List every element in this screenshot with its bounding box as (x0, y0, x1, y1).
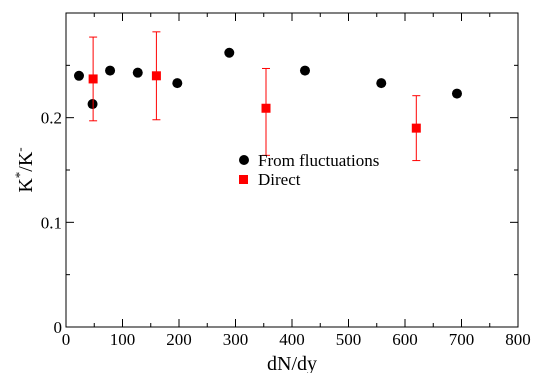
data-point-from-fluctuations (299, 65, 310, 76)
y-tick-label: 0.2 (41, 109, 62, 128)
y-tick-label: 0.1 (41, 213, 62, 232)
data-point-from-fluctuations (172, 78, 183, 89)
x-tick-label: 0 (62, 330, 71, 349)
x-tick-label: 100 (110, 330, 136, 349)
data-point-from-fluctuations (451, 88, 462, 99)
x-axis-title: dN/dy (267, 353, 317, 373)
y-tick-label: 0 (54, 318, 63, 337)
x-tick-label: 700 (449, 330, 475, 349)
data-point-from-fluctuations (132, 67, 143, 78)
data-point-direct (88, 74, 98, 84)
data-point-direct (261, 103, 271, 113)
legend-label-from-fluctuations: From fluctuations (258, 151, 379, 170)
data-point-from-fluctuations (105, 65, 116, 76)
x-tick-label: 800 (505, 330, 531, 349)
x-tick-label: 200 (166, 330, 192, 349)
data-point-from-fluctuations (376, 78, 387, 89)
legend: From fluctuations Direct (239, 151, 379, 189)
x-tick-label: 300 (223, 330, 249, 349)
data-point-from-fluctuations (224, 47, 235, 58)
data-point-direct (411, 123, 421, 133)
ticks-layer: 0 100 200 300 400 500 600 700 800 0 0.1 0.2 (41, 13, 531, 349)
y-axis-title: K*/K- (12, 147, 37, 192)
data-point-direct (151, 71, 161, 81)
x-tick-label: 500 (336, 330, 362, 349)
x-tick-label: 600 (392, 330, 418, 349)
data-point-from-fluctuations (87, 99, 98, 110)
legend-marker-from-fluctuations (239, 155, 249, 165)
legend-marker-direct (239, 175, 248, 184)
legend-label-direct: Direct (258, 170, 301, 189)
data-point-from-fluctuations (73, 70, 84, 81)
x-tick-label: 400 (279, 330, 305, 349)
plot-frame (65, 12, 519, 328)
marks-layer (73, 31, 462, 162)
